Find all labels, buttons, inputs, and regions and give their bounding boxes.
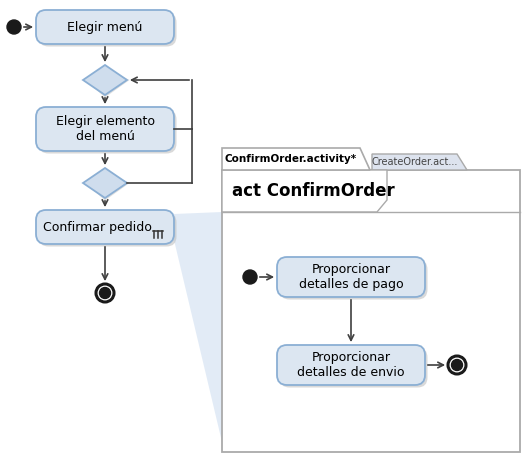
FancyBboxPatch shape [38, 213, 177, 246]
Polygon shape [222, 170, 387, 212]
Text: Proporcionar
detalles de envio: Proporcionar detalles de envio [297, 351, 404, 379]
Polygon shape [174, 212, 222, 442]
Text: Confirmar pedido: Confirmar pedido [43, 220, 151, 234]
FancyBboxPatch shape [38, 110, 177, 153]
Text: ConfirmOrder.activity*: ConfirmOrder.activity* [225, 154, 357, 164]
FancyBboxPatch shape [279, 259, 428, 300]
Text: Elegir elemento
del menú: Elegir elemento del menú [56, 115, 155, 143]
FancyBboxPatch shape [38, 12, 177, 46]
Polygon shape [86, 170, 129, 201]
Circle shape [96, 284, 114, 302]
FancyBboxPatch shape [36, 210, 174, 244]
FancyBboxPatch shape [277, 345, 425, 385]
Circle shape [448, 356, 466, 374]
FancyBboxPatch shape [222, 170, 520, 452]
Text: Proporcionar
detalles de pago: Proporcionar detalles de pago [299, 263, 403, 291]
Circle shape [7, 20, 21, 34]
Polygon shape [83, 65, 127, 95]
Polygon shape [222, 148, 370, 170]
Polygon shape [86, 67, 129, 97]
Circle shape [243, 270, 257, 284]
Polygon shape [83, 168, 127, 198]
Circle shape [99, 287, 110, 298]
FancyBboxPatch shape [36, 107, 174, 151]
FancyBboxPatch shape [277, 257, 425, 297]
Circle shape [451, 359, 462, 370]
FancyBboxPatch shape [279, 347, 428, 387]
Text: act ConfirmOrder: act ConfirmOrder [232, 182, 394, 200]
Text: CreateOrder.act...: CreateOrder.act... [371, 157, 458, 167]
FancyBboxPatch shape [36, 10, 174, 44]
Polygon shape [372, 154, 467, 170]
Text: Elegir menú: Elegir menú [67, 21, 143, 34]
